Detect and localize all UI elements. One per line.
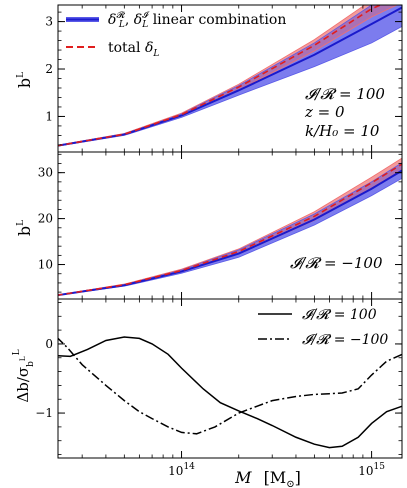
panel-middle: 10 20 30 <box>38 152 403 299</box>
middle-ylabel-sup: L <box>16 220 26 226</box>
middle-ylabel-main: b <box>15 226 34 236</box>
bottom-series-0 <box>57 337 403 448</box>
top-ylabel-main: b <box>15 78 34 88</box>
bottom-ylabel: Δb/σbLL <box>12 349 36 402</box>
legend-entry-ratio-minus-100: 𝓘/𝓡 = −100 <box>302 332 388 348</box>
bottom-ylabel-sup: b <box>26 361 36 367</box>
annotation-ratio-minus-100: 𝓘/𝓡 = −100 <box>290 254 383 272</box>
top-ytick-label: 3 <box>45 15 53 29</box>
top-annotations: 𝓘/𝓡 = 100 z = 0 k/H₀ = 10 <box>304 85 385 140</box>
middle-ytick-label: 20 <box>38 212 53 226</box>
bottom-plot-area <box>57 337 403 448</box>
x-axis-label: M [M⊙] <box>234 468 301 488</box>
annotation-k-over-h0: k/H₀ = 10 <box>305 122 380 140</box>
middle-blue-band-overlay <box>57 163 403 296</box>
top-ylabel: bL <box>15 72 34 88</box>
bottom-ylabel-main: Δb/σ <box>14 367 32 403</box>
bottom-ylabel-sup2: L <box>12 349 22 355</box>
top-ylabel-sup: L <box>16 72 26 78</box>
legend-entry-total: total δL <box>108 40 159 59</box>
annotation-ratio-100: 𝓘/𝓡 = 100 <box>305 85 385 103</box>
middle-red-band-lower-edge <box>57 170 403 296</box>
x-label-main: M <box>234 468 252 487</box>
legend-entry-ratio-100: 𝓘/𝓡 = 100 <box>302 307 377 323</box>
bottom-series-1 <box>57 337 403 434</box>
top-ytick-label: 1 <box>45 109 53 123</box>
middle-ytick-label: 10 <box>38 258 53 272</box>
top-legend: δ𝓡 L, δ𝓘 L linear combination total δL <box>66 10 286 59</box>
middle-blue-line <box>57 170 403 295</box>
top-ytick-label: 2 <box>45 62 53 76</box>
panel-bottom: −1 0 1014 1015 <box>35 299 402 478</box>
middle-frame <box>58 152 402 299</box>
middle-plot-area <box>57 158 403 296</box>
legend-entry-linear-combination: δ𝓡 L, δ𝓘 L linear combination <box>108 10 286 30</box>
middle-blue-band-upper-edge <box>57 163 403 296</box>
middle-red-dashed-line <box>57 164 403 295</box>
middle-red-band-upper-edge <box>57 158 403 295</box>
annotation-redshift: z = 0 <box>304 103 345 121</box>
bottom-ytick-label: −1 <box>35 406 53 420</box>
x-label-unit-end: ] <box>295 468 301 487</box>
xtick-label-14: 1014 <box>168 462 195 478</box>
bottom-ylabel-subsup: L <box>19 356 27 361</box>
x-label-unit: [M <box>264 468 287 487</box>
bottom-ytick-label: 0 <box>45 337 53 351</box>
bottom-legend: 𝓘/𝓡 = 100 𝓘/𝓡 = −100 <box>258 307 388 348</box>
x-label-sun: ⊙ <box>286 479 294 488</box>
middle-blue-band <box>57 163 403 296</box>
middle-ylabel: bL <box>15 220 34 236</box>
middle-ytick-label: 30 <box>38 166 53 180</box>
middle-red-band <box>57 158 403 296</box>
xtick-label-15: 1015 <box>358 462 385 478</box>
